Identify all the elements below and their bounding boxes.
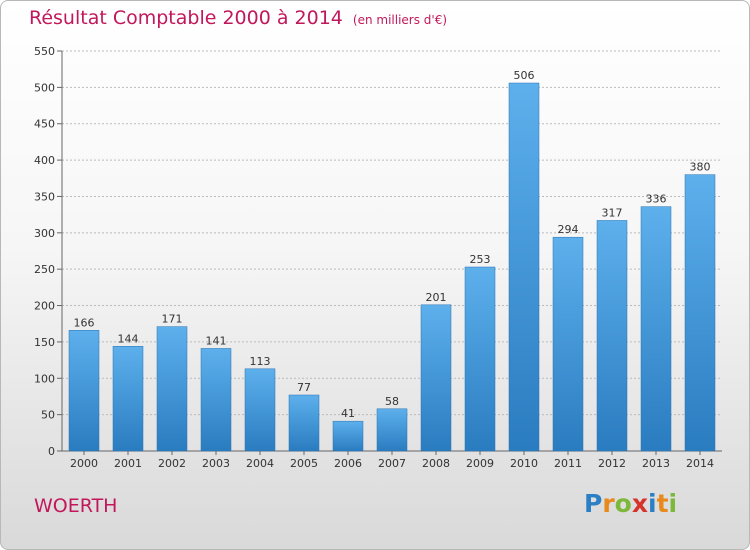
x-tick-label: 2002 [158,457,186,470]
bar [376,408,408,452]
y-tick-label: 350 [34,190,55,203]
y-tick-label: 250 [34,263,55,276]
data-label: 336 [646,193,667,206]
x-tick-label: 2013 [642,457,670,470]
proxiti-logo: Proxiti [584,489,677,518]
x-tick-label: 2006 [334,457,362,470]
data-label: 317 [602,206,623,219]
x-tick-label: 2004 [246,457,274,470]
bar [156,326,188,452]
logo-letter: o [614,489,632,518]
data-label: 113 [250,355,271,368]
x-tick-label: 2009 [466,457,494,470]
x-tick-label: 2011 [554,457,582,470]
bar [596,220,628,452]
x-tick-label: 2010 [510,457,538,470]
y-tick-label: 300 [34,227,55,240]
y-tick-label: 450 [34,118,55,131]
y-tick-label: 0 [48,445,55,458]
logo-letter: x [631,489,648,518]
bar [288,394,320,452]
y-tick-label: 500 [34,81,55,94]
bar [244,368,276,452]
logo-letter: P [584,489,603,518]
commune-name: WOERTH [34,495,118,517]
x-tick-label: 2014 [686,457,714,470]
data-label: 294 [558,223,579,236]
y-tick-label: 100 [34,372,55,385]
x-tick-label: 2003 [202,457,230,470]
y-tick-label: 50 [41,409,55,422]
x-tick-label: 2000 [70,457,98,470]
y-tick-label: 150 [34,336,55,349]
data-label: 506 [514,69,535,82]
y-tick-label: 200 [34,300,55,313]
x-tick-label: 2012 [598,457,626,470]
bar [420,304,452,452]
chart-title: Résultat Comptable 2000 à 2014 (en millie… [29,7,447,29]
x-tick-label: 2001 [114,457,142,470]
data-label: 166 [74,316,95,329]
bar [200,348,232,452]
bar [640,206,672,452]
y-tick-label: 550 [34,45,55,58]
logo-letter: r [602,489,615,518]
x-tick-label: 2008 [422,457,450,470]
bar [552,236,584,452]
logo-letter: i [668,489,678,518]
x-tick-label: 2005 [290,457,318,470]
chart-title-unit: (en milliers d'€) [352,13,448,27]
data-label: 171 [162,313,183,326]
data-label: 380 [690,161,711,174]
chart-title-main: Résultat Comptable 2000 à 2014 [29,7,343,29]
x-tick-label: 2007 [378,457,406,470]
bar [332,420,364,452]
data-label: 201 [426,291,447,304]
bar [464,266,496,452]
data-label: 144 [118,332,139,345]
bar [68,330,100,452]
logo-letter: i [648,489,657,518]
y-tick-label: 400 [34,154,55,167]
data-label: 41 [341,407,355,420]
data-label: 58 [385,395,399,408]
data-label: 77 [297,381,311,394]
logo-letter: t [656,489,669,518]
bar [112,346,144,452]
bar [508,82,540,452]
data-label: 253 [470,253,491,266]
bar [684,174,716,452]
data-label: 141 [206,334,227,347]
